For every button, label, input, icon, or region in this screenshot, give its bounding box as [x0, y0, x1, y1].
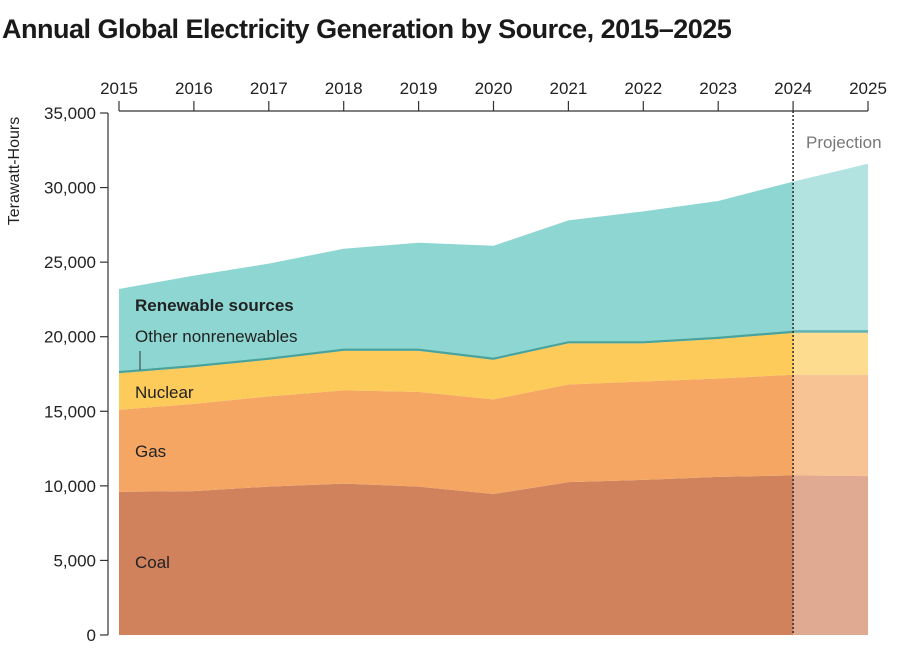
y-tick-label: 20,000	[44, 328, 96, 347]
x-tick-label: 2015	[100, 79, 138, 98]
label-nuclear: Nuclear	[135, 383, 194, 402]
y-tick-label: 10,000	[44, 477, 96, 496]
area-nuclear	[119, 332, 794, 410]
y-tick-label: 0	[87, 626, 96, 645]
x-tick-label: 2018	[325, 79, 363, 98]
y-tick-label: 5,000	[53, 551, 96, 570]
label-other-nonrenewables: Other nonrenewables	[135, 327, 298, 346]
x-tick-label: 2019	[400, 79, 438, 98]
area-gas	[119, 374, 794, 495]
chart-title: Annual Global Electricity Generation by …	[2, 14, 732, 44]
y-tick-label: 15,000	[44, 402, 96, 421]
area-renewable-sources-projection	[793, 163, 868, 331]
x-tick-label: 2021	[549, 79, 587, 98]
y-axis-label: Terawatt-Hours	[6, 117, 23, 225]
x-tick-label: 2020	[475, 79, 513, 98]
area-coal-projection	[793, 475, 868, 635]
area-nuclear-projection	[793, 332, 868, 375]
x-tick-label: 2022	[624, 79, 662, 98]
area-gas-projection	[793, 374, 868, 477]
label-renewable-sources: Renewable sources	[135, 296, 294, 315]
area-renewable-sources	[119, 181, 794, 372]
area-coal	[119, 475, 794, 635]
x-tick-label: 2024	[774, 79, 812, 98]
y-tick-label: 35,000	[44, 104, 96, 123]
x-tick-label: 2025	[849, 79, 887, 98]
y-tick-label: 25,000	[44, 253, 96, 272]
x-tick-label: 2016	[175, 79, 213, 98]
label-coal: Coal	[135, 553, 170, 572]
label-gas: Gas	[135, 442, 166, 461]
x-tick-label: 2023	[699, 79, 737, 98]
y-tick-label: 30,000	[44, 179, 96, 198]
projection-label: Projection	[806, 133, 882, 152]
x-tick-label: 2017	[250, 79, 288, 98]
